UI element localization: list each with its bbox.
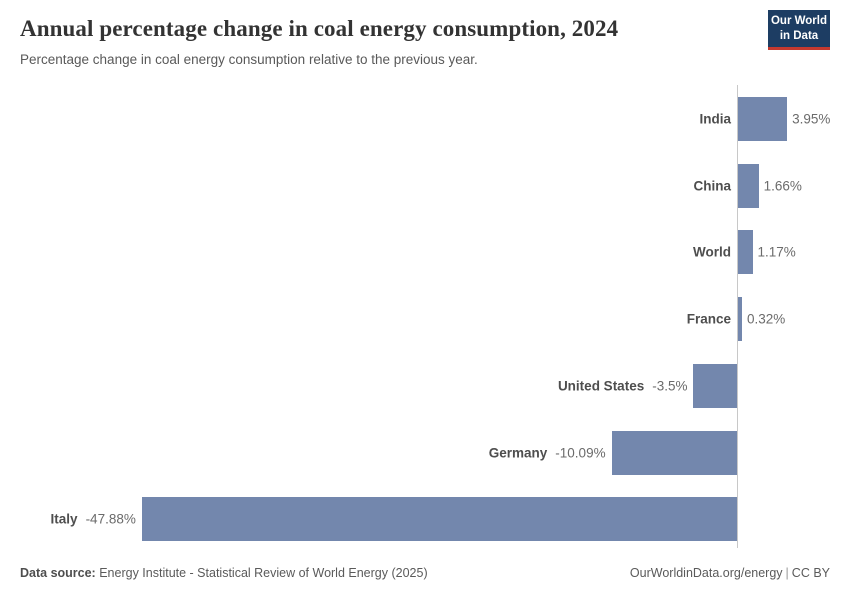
bar-row: -3.5% United States bbox=[0, 363, 850, 408]
bar-row: -10.09% Germany bbox=[0, 430, 850, 475]
bar-china[interactable] bbox=[738, 163, 759, 208]
chart-footer: Data source: Energy Institute - Statisti… bbox=[20, 566, 830, 580]
bar-row: -47.88% Italy bbox=[0, 497, 850, 542]
value-label: 3.95% bbox=[792, 111, 831, 127]
bar-italy[interactable] bbox=[141, 497, 737, 542]
bar-world[interactable] bbox=[738, 230, 753, 275]
category-label: Germany bbox=[488, 445, 548, 460]
bar-india[interactable] bbox=[738, 97, 788, 141]
owid-url-link[interactable]: OurWorldinData.org/energy bbox=[629, 566, 783, 580]
bar-united-states[interactable] bbox=[693, 363, 737, 408]
category-label: France bbox=[686, 311, 731, 327]
zero-axis-line bbox=[737, 85, 738, 548]
owid-logo-line2: in Data bbox=[779, 29, 819, 42]
value-label: 0.32% bbox=[746, 311, 786, 327]
category-label: India bbox=[699, 111, 731, 127]
value-label: 1.66% bbox=[763, 178, 802, 194]
footer-separator: | bbox=[785, 566, 789, 580]
bar-row: France 0.32% bbox=[0, 297, 850, 342]
owid-logo[interactable]: Our World in Data bbox=[768, 10, 830, 50]
chart-subtitle: Percentage change in coal energy consump… bbox=[20, 52, 478, 67]
value-label: -3.5% bbox=[652, 378, 688, 394]
category-label: United States bbox=[557, 378, 645, 394]
value-label: -47.88% bbox=[85, 511, 136, 527]
bar-chart-plot-area: India 3.95% China 1.66% World 1.17% France 0.32… bbox=[0, 85, 850, 548]
category-label: World bbox=[693, 244, 731, 260]
owid-logo-line1: Our World bbox=[770, 15, 827, 28]
bar-germany[interactable] bbox=[611, 430, 737, 475]
bar-france[interactable] bbox=[738, 297, 742, 342]
license-label: CC BY bbox=[791, 566, 830, 580]
value-label: 1.17% bbox=[757, 244, 796, 260]
footer-credit: OurWorldinData.org/energy | CC BY bbox=[630, 566, 830, 580]
bar-row: India 3.95% bbox=[0, 97, 850, 141]
category-label: Italy bbox=[50, 511, 78, 527]
category-label: China bbox=[693, 178, 731, 194]
value-label: -10.09% bbox=[555, 445, 606, 460]
chart-title: Annual percentage change in coal energy … bbox=[20, 16, 619, 41]
data-source-note: Data source: Energy Institute - Statisti… bbox=[20, 566, 428, 580]
bar-row: China 1.66% bbox=[0, 163, 850, 208]
bar-row: World 1.17% bbox=[0, 230, 850, 275]
data-source-text: Energy Institute - Statistical Review of… bbox=[99, 566, 428, 580]
data-source-label: Data source: bbox=[20, 566, 96, 580]
